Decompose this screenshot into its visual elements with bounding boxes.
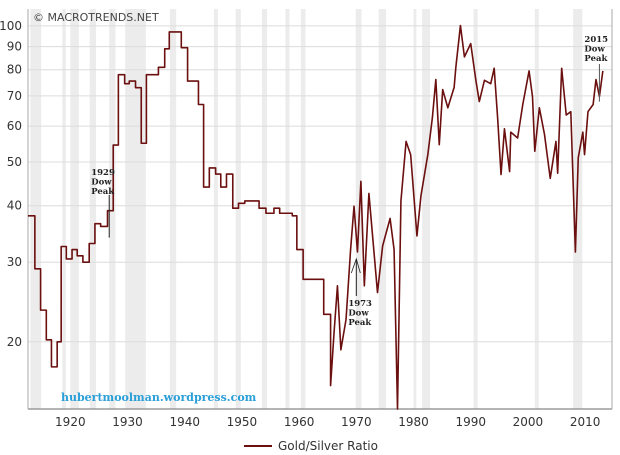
x-tick-label: 1940: [169, 415, 200, 429]
recession-band: [473, 9, 478, 409]
x-tick-label: 1970: [341, 415, 372, 429]
annotation-text: Peak: [348, 318, 372, 328]
y-tick-label: 40: [7, 199, 22, 213]
annotation-text: Peak: [91, 187, 115, 197]
y-axis-ticks: 20 30 40 50 60 70 80 90 100: [0, 19, 22, 349]
x-tick-label: 1920: [55, 415, 86, 429]
recession-band: [355, 9, 362, 409]
legend-label: Gold/Silver Ratio: [278, 439, 378, 453]
x-axis-ticks: 1920 1930 1940 1950 1960 1970 1980 1990 2000 2010: [55, 415, 600, 429]
annotation-text: 1973: [348, 299, 372, 309]
recession-band: [573, 9, 583, 409]
arrow-icon: [350, 257, 361, 274]
annotation-text: 1929: [91, 168, 115, 178]
recession-band: [300, 9, 306, 409]
recession-band: [534, 9, 539, 409]
x-tick-label: 1980: [398, 415, 429, 429]
recession-band: [285, 9, 290, 409]
recession-band: [422, 9, 431, 409]
gridlines: [28, 25, 612, 343]
x-tick-label: 1930: [112, 415, 143, 429]
y-tick-label: 80: [7, 63, 22, 77]
annotation-text: Dow: [348, 309, 369, 319]
copyright-label: © MACROTRENDS.NET: [33, 11, 159, 24]
y-tick-label: 50: [7, 155, 22, 169]
x-tick-label: 1990: [455, 415, 486, 429]
watermark-label: hubertmoolman.wordpress.com: [61, 391, 257, 404]
x-tick-label: 1960: [284, 415, 315, 429]
y-tick-label: 70: [7, 89, 22, 103]
x-tick-label: 2000: [513, 415, 544, 429]
recession-band: [89, 9, 97, 409]
y-tick-label: 100: [0, 19, 22, 33]
annotation-text: 2015: [584, 35, 608, 45]
annotation-text: Dow: [584, 45, 605, 55]
y-tick-label: 90: [7, 40, 22, 54]
recession-band: [62, 9, 66, 409]
y-tick-label: 30: [7, 255, 22, 269]
recession-band: [169, 9, 177, 409]
series-line-gold-silver-ratio: [28, 24, 604, 410]
x-tick-label: 2010: [570, 415, 601, 429]
recession-band: [125, 9, 146, 409]
recession-band: [378, 9, 387, 409]
recession-band: [109, 9, 116, 409]
recession-band: [30, 9, 42, 409]
annotation-text: Peak: [584, 54, 608, 64]
y-tick-label: 60: [7, 119, 22, 133]
x-tick-label: 1950: [227, 415, 258, 429]
recession-band: [70, 9, 79, 409]
y-tick-label: 20: [7, 335, 22, 349]
recession-band: [213, 9, 218, 409]
legend[interactable]: Gold/Silver Ratio: [244, 439, 378, 453]
annotation-text: Dow: [91, 178, 112, 188]
